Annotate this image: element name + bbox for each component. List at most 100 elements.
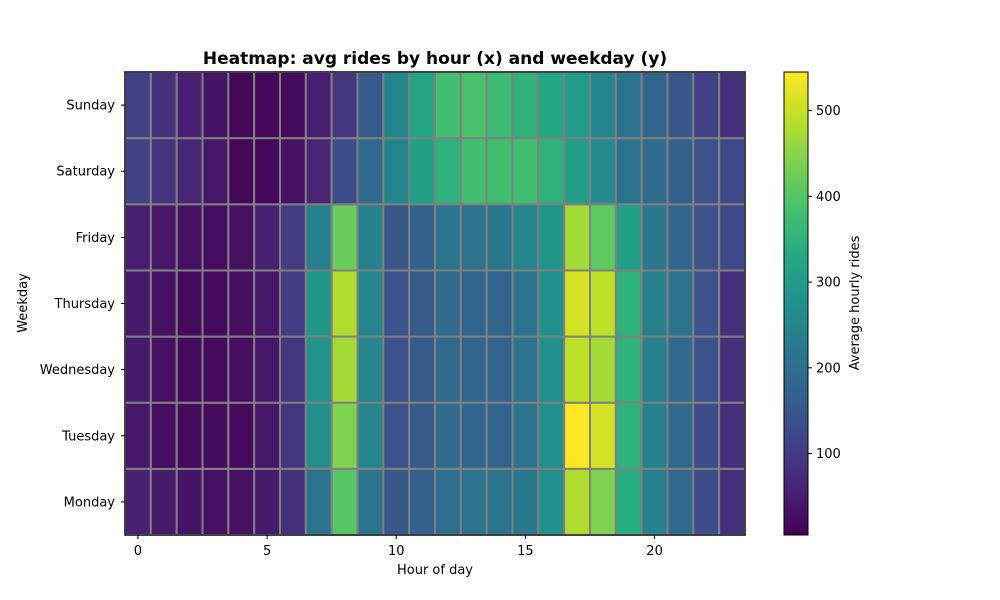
heatmap-cell [614,401,643,470]
y-tick-label: Tuesday [61,429,115,444]
heatmap-cell [537,137,566,206]
heatmap-cell [227,335,256,404]
y-axis-label: Weekday [16,273,31,333]
x-tick-label: 5 [263,544,271,559]
heatmap-cell [666,401,695,470]
heatmap-cell [485,137,514,206]
colorbar-tick-label: 300 [816,276,841,291]
heatmap-cell [485,71,514,140]
heatmap-cell [640,137,669,206]
colorbar: 100 200 300 400 500 Average hourly rides [783,71,863,536]
heatmap-cell [201,203,230,272]
heatmap-cell [227,137,256,206]
heatmap-cell [149,401,178,470]
heatmap-cell [253,335,281,404]
heatmap-cell [304,269,333,338]
heatmap-cell [382,71,411,140]
y-tick-label: Sunday [66,99,115,114]
heatmap-cell [589,71,617,140]
heatmap-cell [459,335,488,404]
heatmap-cell [330,137,359,206]
heatmap-cell [511,401,540,470]
heatmap-cell [149,269,178,338]
heatmap-cell [537,335,566,404]
heatmap-cell [692,401,721,470]
heatmap-cell [614,335,643,404]
heatmap-cell [330,71,359,140]
heatmap-cell [201,137,230,206]
heatmap-cell [640,269,669,338]
heatmap-cell [279,71,307,140]
heatmap-cell [330,467,359,536]
heatmap-cell [408,137,437,206]
heatmap-cell [408,335,437,404]
heatmap-cell [692,467,721,536]
heatmap-cell [614,137,643,206]
heatmap-cell [640,467,669,536]
heatmap-cell [175,335,204,404]
heatmap-cell [718,137,746,206]
heatmap-cell [356,203,385,272]
heatmap-cell [614,269,643,338]
heatmap-cell [149,137,178,206]
heatmap-cell [485,203,514,272]
heatmap-cell [330,269,359,338]
heatmap-cell [201,269,230,338]
heatmap-cell [304,467,333,536]
heatmap-cell [718,467,746,536]
heatmap-cell [124,269,152,338]
heatmap-cell [459,71,488,140]
heatmap-cell [356,401,385,470]
heatmap-cell [175,401,204,470]
heatmap-cell [718,203,746,272]
heatmap-cell [563,203,591,272]
heatmap-cell [149,203,178,272]
heatmap-cell [563,269,591,338]
heatmap-cell [589,335,617,404]
heatmap-cell [511,137,540,206]
heatmap-cell [718,269,746,338]
heatmap-cell [718,335,746,404]
heatmap-cell [124,137,152,206]
heatmap-cell [253,467,281,536]
heatmap-cell [382,269,411,338]
heatmap-cell [382,401,411,470]
heatmap-cell [692,269,721,338]
heatmap-cell [201,401,230,470]
heatmap-cell [537,203,566,272]
heatmap-cell [356,71,385,140]
heatmap-cell [666,467,695,536]
heatmap-cell [201,71,230,140]
heatmap-cell [330,203,359,272]
heatmap-cell [253,401,281,470]
heatmap-cell [614,467,643,536]
heatmap-cell [563,467,591,536]
heatmap-cell [563,71,591,140]
heatmap-cell [640,203,669,272]
heatmap-cell [640,335,669,404]
heatmap-cell [511,269,540,338]
heatmap-cell [227,269,256,338]
heatmap-cell [537,71,566,140]
heatmap-cell [666,137,695,206]
x-axis-ticks: 0 5 10 15 20 [134,535,663,559]
y-tick-label: Wednesday [40,363,116,378]
colorbar-tick-label: 100 [816,447,841,462]
heatmap-cell [666,335,695,404]
heatmap-cell [382,335,411,404]
heatmap-cell [175,71,204,140]
heatmap-cell [485,335,514,404]
heatmap-cell [124,401,152,470]
heatmap-cell [692,71,721,140]
heatmap-cell [149,335,178,404]
heatmap-cell [614,203,643,272]
heatmap-cell [304,203,333,272]
y-tick-label: Monday [64,495,116,510]
heatmap-cell [356,137,385,206]
heatmap-cells [124,71,746,536]
heatmap-cell [434,467,462,536]
heatmap-cell [459,467,488,536]
colorbar-ticks: 100 200 300 400 500 [808,104,841,462]
heatmap-cell [356,269,385,338]
